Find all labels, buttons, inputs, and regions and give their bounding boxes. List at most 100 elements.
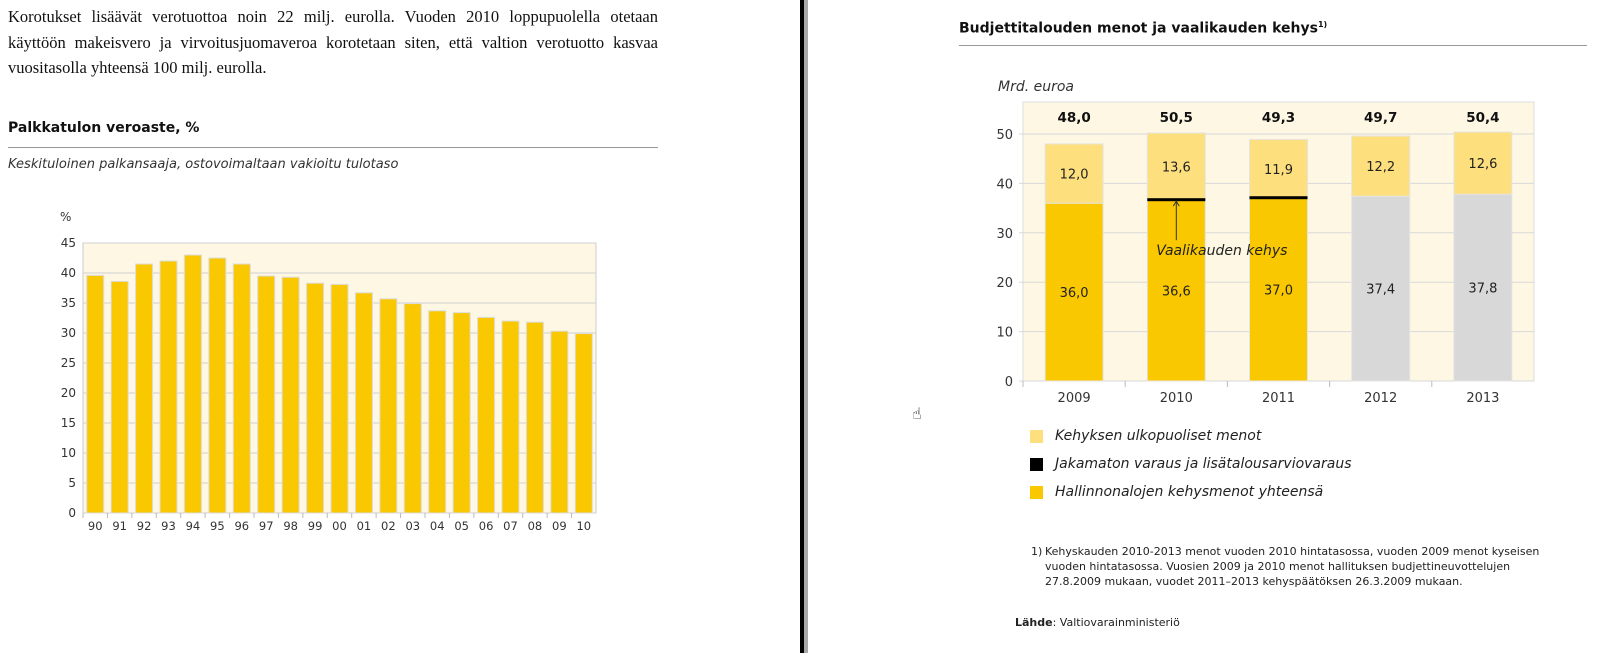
segment-label: 37,0 [1264, 284, 1293, 299]
legend-swatch-black [1030, 457, 1043, 471]
bar [232, 263, 251, 514]
y-tick-label: 25 [61, 356, 76, 370]
y-tick-label: 5 [68, 476, 76, 490]
right-chart-title-text: Budjettitalouden menot ja vaalikauden ke… [959, 20, 1318, 37]
x-tick-label: 01 [357, 519, 372, 533]
right-chart-unit: Mrd. euroa [998, 79, 1075, 95]
x-tick-label: 08 [528, 519, 543, 533]
y-tick-label: 40 [61, 266, 76, 280]
bar [477, 316, 496, 514]
right-title-rule [959, 45, 1587, 46]
bar [208, 257, 227, 514]
footnote-text: Kehyskauden 2010-2013 menot vuoden 2010 … [1045, 545, 1540, 588]
total-label: 50,5 [1160, 110, 1193, 126]
legend-swatch-yellow [1030, 485, 1043, 499]
left-chart-subtitle: Keskituloinen palkansaaja, ostovoimaltaa… [8, 157, 399, 172]
x-tick-label: 07 [503, 519, 518, 533]
bar-segment-outside [1249, 138, 1308, 199]
y-tick-label: 45 [61, 236, 76, 250]
legend-swatch-light [1030, 429, 1043, 443]
x-tick-label: 2012 [1364, 391, 1397, 406]
bar [257, 275, 276, 514]
x-tick-label: 96 [234, 519, 249, 533]
y-tick-label: 0 [68, 506, 76, 520]
x-tick-label: 00 [332, 519, 347, 533]
bar-segment-admin [1453, 193, 1513, 382]
x-tick-label: 91 [112, 519, 127, 533]
y-tick-label: 15 [61, 416, 76, 430]
bar-segment-outside [1453, 131, 1513, 195]
bar [354, 292, 373, 514]
left-chart-title: Palkkatulon veroaste, % [8, 120, 200, 136]
x-tick-label: 05 [454, 519, 469, 533]
bar [330, 283, 349, 514]
y-tick-label: 20 [996, 276, 1013, 291]
bar [86, 274, 105, 514]
bar-segment-admin [1249, 197, 1308, 382]
bar [110, 280, 129, 514]
y-tick-label: 50 [996, 128, 1013, 143]
total-label: 50,4 [1466, 110, 1499, 126]
right-chart-legend: Kehyksen ulkopuoliset menot Jakamaton va… [1030, 422, 1352, 506]
left-title-rule [8, 147, 658, 148]
total-label: 49,7 [1364, 110, 1397, 126]
x-tick-label: 92 [137, 519, 152, 533]
bar-segment-admin [1351, 195, 1411, 382]
y-axis-unit: % [60, 210, 71, 224]
segment-label: 12,0 [1060, 168, 1089, 183]
page-divider [800, 0, 804, 653]
hand-cursor-icon: ☝ [912, 404, 922, 423]
segment-label: 37,4 [1366, 283, 1395, 298]
bar [135, 263, 154, 514]
legend-label: Hallinnonalojen kehysmenot yhteensä [1055, 484, 1324, 500]
x-tick-label: 03 [405, 519, 420, 533]
x-tick-label: 04 [430, 519, 445, 533]
segment-label: 37,8 [1468, 282, 1497, 297]
legend-label: Jakamaton varaus ja lisätalousarviovarau… [1055, 456, 1352, 472]
bar [379, 298, 398, 514]
x-tick-label: 02 [381, 519, 396, 533]
bar [501, 320, 520, 514]
bar-segment-outside [1044, 143, 1104, 204]
x-tick-label: 98 [283, 519, 298, 533]
bar [574, 333, 593, 514]
bar-segment-reserve [1147, 198, 1206, 202]
y-tick-label: 40 [996, 177, 1013, 192]
right-chart-title: Budjettitalouden menot ja vaalikauden ke… [959, 20, 1327, 37]
title-footnote-marker: 1) [1317, 20, 1328, 29]
bar [281, 276, 300, 514]
y-tick-label: 35 [61, 296, 76, 310]
total-label: 48,0 [1057, 110, 1090, 126]
x-tick-label: 06 [479, 519, 494, 533]
bar [550, 330, 569, 514]
x-tick-label: 99 [308, 519, 323, 533]
bar [159, 260, 178, 514]
legend-item-reserve: Jakamaton varaus ja lisätalousarviovarau… [1030, 450, 1352, 478]
y-tick-label: 10 [61, 446, 76, 460]
source-line: Lähde: Valtiovarainministeriö [1015, 615, 1180, 630]
x-tick-label: 09 [552, 519, 567, 533]
segment-label: 13,6 [1162, 161, 1191, 176]
y-tick-label: 10 [996, 326, 1013, 341]
bar [428, 310, 447, 514]
x-tick-label: 2013 [1466, 391, 1499, 406]
footnote-marker: 1) [1031, 545, 1043, 558]
right-stacked-bar-chart: 0 10 20 30 40 50 36,0 12,0 48,0 2009 36,6 13,6 50,5 2… [996, 101, 1535, 406]
x-tick-label: 10 [576, 519, 591, 533]
x-tick-label: 2011 [1262, 391, 1295, 406]
x-tick-label: 2010 [1160, 391, 1193, 406]
x-tick-label: 90 [88, 519, 103, 533]
total-label: 49,3 [1262, 110, 1295, 126]
segment-label: 36,0 [1060, 286, 1089, 301]
bar [403, 303, 422, 514]
segment-label: 11,9 [1264, 163, 1293, 178]
legend-item-outside: Kehyksen ulkopuoliset menot [1030, 422, 1352, 450]
page-divider-shadow [804, 0, 808, 653]
bar [452, 312, 471, 514]
bar-segment-admin [1044, 202, 1104, 382]
y-tick-label: 30 [996, 227, 1013, 242]
x-tick-label: 95 [210, 519, 225, 533]
bar-segment-reserve [1249, 196, 1308, 200]
segment-label: 12,2 [1366, 160, 1395, 175]
